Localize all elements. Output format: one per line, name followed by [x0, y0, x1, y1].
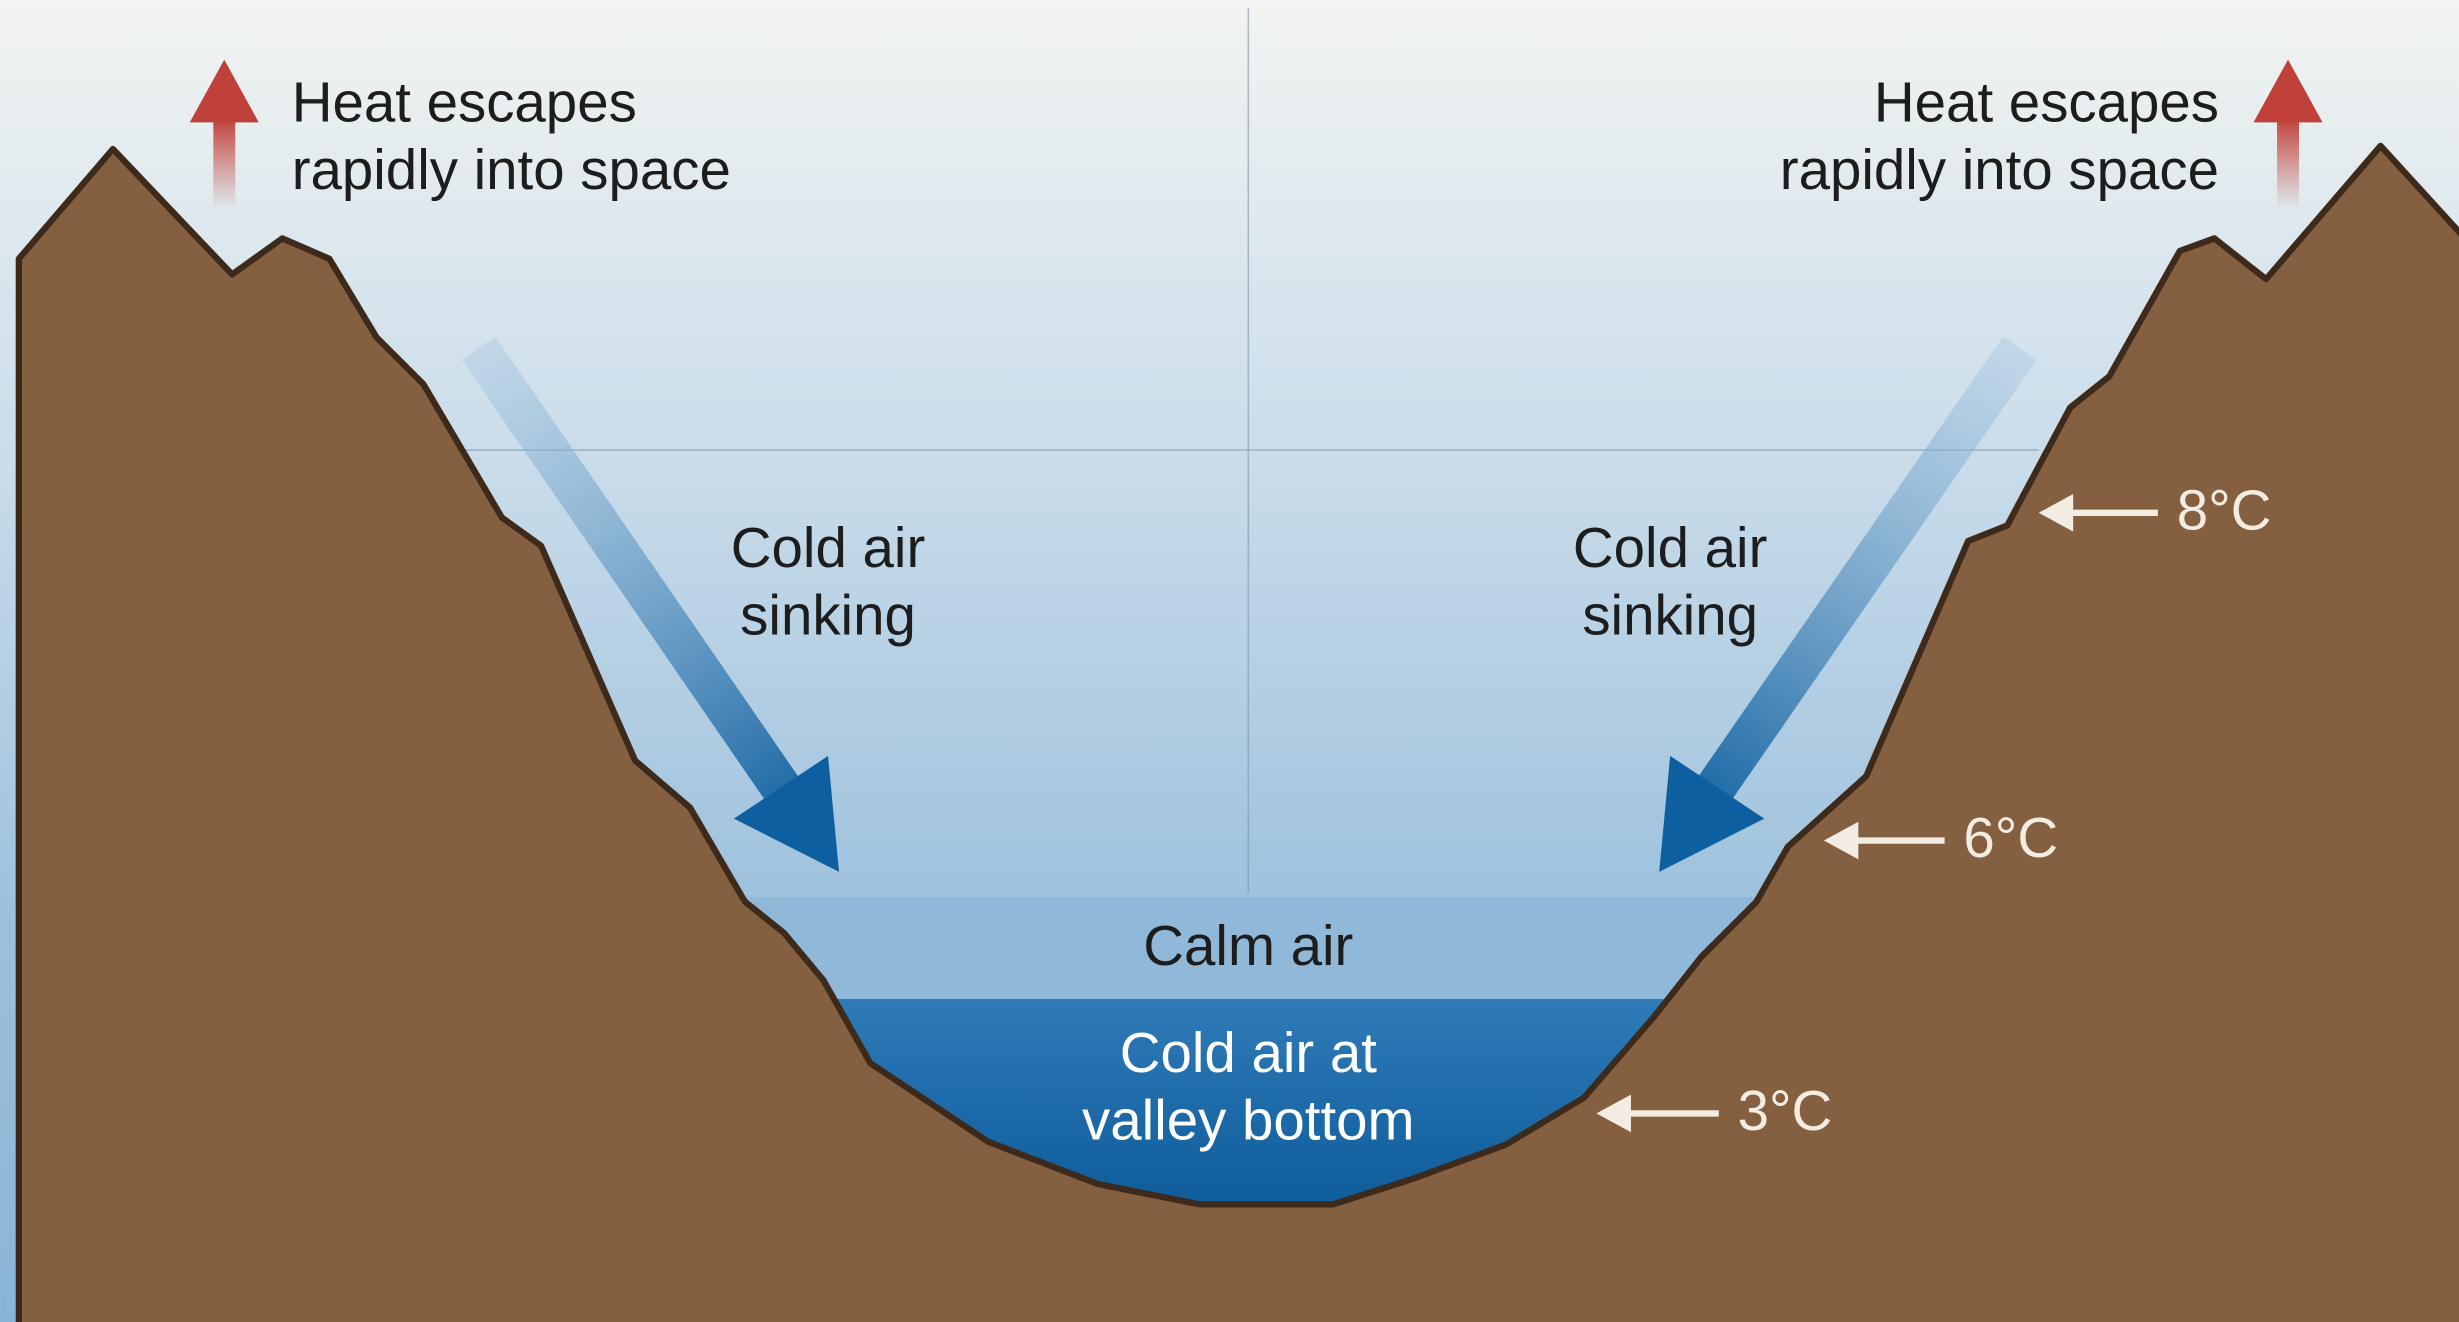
sinking-arrow [461, 336, 801, 804]
temperature-label: 3°C [1738, 1079, 1833, 1142]
sinking-label: sinking [1582, 583, 1758, 646]
heat-label: rapidly into space [1780, 138, 2219, 201]
heat-arrow-head [189, 59, 259, 123]
temperature-label: 8°C [2177, 478, 2272, 541]
heat-label: Heat escapes [292, 71, 637, 134]
sinking-arrow-head [733, 755, 840, 872]
heat-arrow-head [2253, 59, 2323, 123]
cold-bottom-label: valley bottom [1082, 1088, 1415, 1151]
temperature-arrows [1596, 493, 2158, 1133]
cold-bottom-label: Cold air at [1120, 1021, 1378, 1084]
sinking-arrow-head [1659, 755, 1765, 872]
heat-label: Heat escapes [1874, 71, 2219, 134]
temperature-label: 6°C [1963, 806, 2058, 869]
heat-label: rapidly into space [292, 138, 731, 201]
sinking-label: Cold air [1573, 516, 1767, 579]
mountains [15, 142, 2459, 1322]
sinking-arrow [1695, 336, 2037, 804]
sinking-label: Cold air [731, 516, 925, 579]
calm-air-label: Calm air [1143, 914, 1353, 977]
heat-arrow [2277, 117, 2300, 209]
sinking-label: sinking [740, 583, 916, 646]
heat-arrow [213, 117, 236, 209]
